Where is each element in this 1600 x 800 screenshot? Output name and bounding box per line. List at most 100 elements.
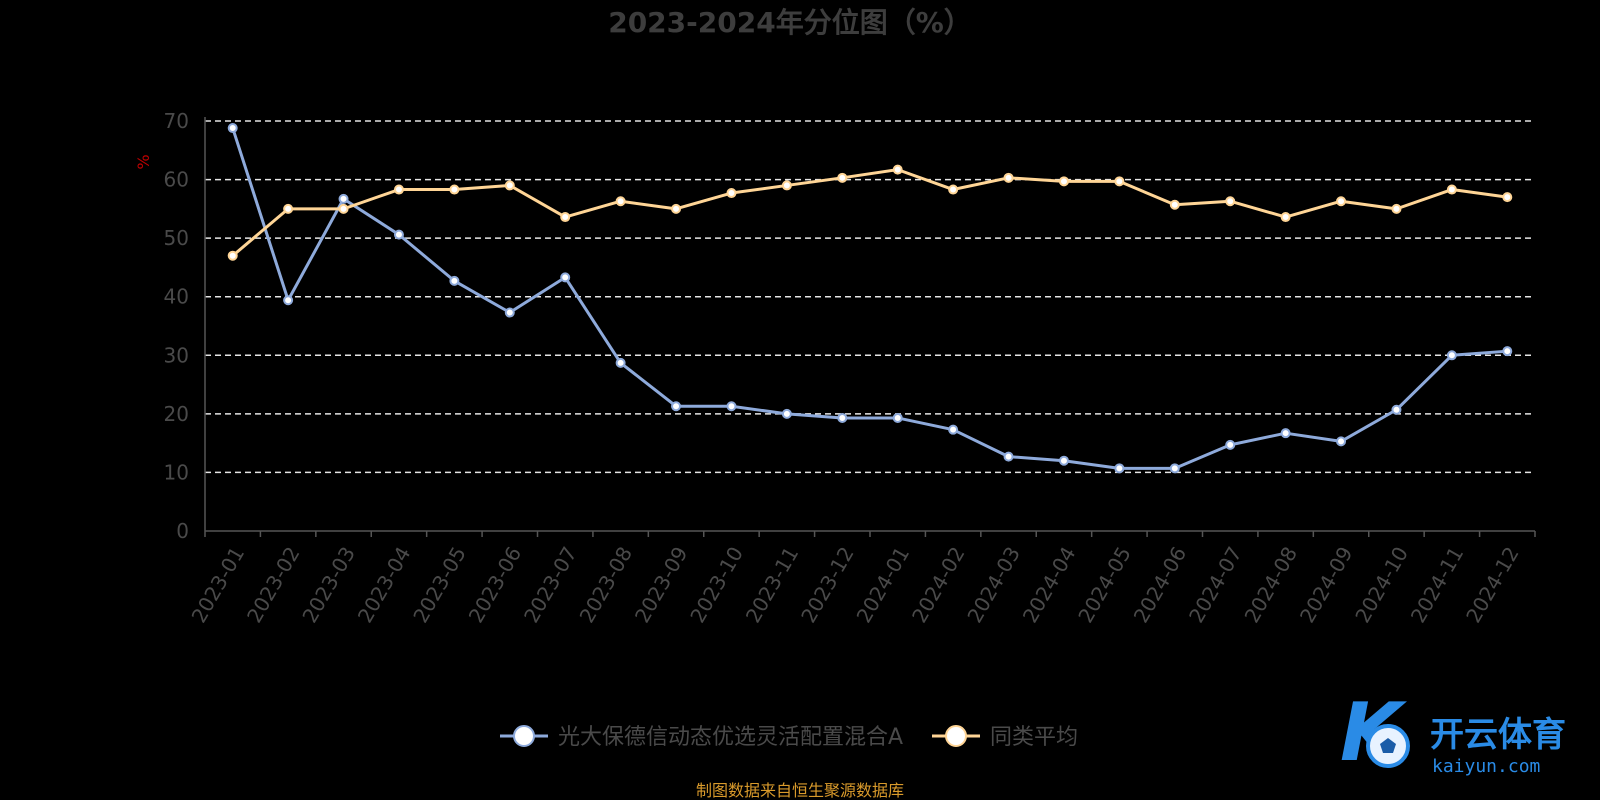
y-axis-label: % xyxy=(134,154,153,169)
x-tick-label: 2024-02 xyxy=(907,543,970,627)
y-tick-label: 70 xyxy=(164,109,189,133)
data-point-series-0[interactable] xyxy=(1114,463,1125,474)
y-tick-label: 50 xyxy=(164,226,189,250)
data-point-series-0[interactable] xyxy=(504,307,515,318)
x-tick-label: 2024-01 xyxy=(852,543,915,627)
data-point-series-0[interactable] xyxy=(1003,451,1014,462)
data-point-series-1[interactable] xyxy=(227,250,238,261)
x-tick-label: 2024-05 xyxy=(1073,543,1136,627)
x-tick-label: 2023-09 xyxy=(630,543,693,627)
data-point-series-0[interactable] xyxy=(560,272,571,283)
x-tick-label: 2024-04 xyxy=(1018,543,1081,627)
data-point-series-1[interactable] xyxy=(781,180,792,191)
data-point-series-1[interactable] xyxy=(1169,199,1180,210)
data-point-series-0[interactable] xyxy=(393,229,404,240)
y-tick-label: 40 xyxy=(164,285,189,309)
x-tick-label: 2023-08 xyxy=(575,543,638,627)
data-point-series-0[interactable] xyxy=(671,401,682,412)
data-point-series-1[interactable] xyxy=(1114,176,1125,187)
data-point-series-1[interactable] xyxy=(615,196,626,207)
x-tick-label: 2024-12 xyxy=(1461,543,1524,627)
data-point-series-1[interactable] xyxy=(1058,176,1069,187)
legend-marker xyxy=(945,725,967,747)
x-tick-label: 2024-11 xyxy=(1406,543,1469,627)
x-tick-label: 2023-10 xyxy=(685,543,748,627)
x-tick-label: 2024-09 xyxy=(1295,543,1358,627)
series-lines xyxy=(231,127,1508,470)
legend[interactable]: 光大保德信动态优选灵活配置混合A 同类平均 xyxy=(500,725,1078,750)
y-tick-label: 60 xyxy=(164,168,189,192)
data-point-series-0[interactable] xyxy=(227,123,238,134)
watermark-brand: 开云体育 xyxy=(1430,715,1566,755)
legend-label: 同类平均 xyxy=(990,725,1078,750)
data-point-series-0[interactable] xyxy=(781,408,792,419)
watermark-domain: kaiyun.com xyxy=(1432,756,1540,777)
data-point-series-0[interactable] xyxy=(1058,455,1069,466)
x-tick-label: 2023-12 xyxy=(796,543,859,627)
data-point-series-1[interactable] xyxy=(1446,184,1457,195)
x-tick-label: 2023-11 xyxy=(741,543,804,627)
data-point-series-1[interactable] xyxy=(1502,192,1513,203)
x-tick-label: 2024-10 xyxy=(1350,543,1413,627)
data-point-series-1[interactable] xyxy=(1280,212,1291,223)
x-tick-label: 2023-01 xyxy=(187,543,250,627)
legend-marker xyxy=(513,725,535,747)
data-point-series-1[interactable] xyxy=(837,172,848,183)
y-tick-label: 10 xyxy=(164,460,189,484)
legend-label: 光大保德信动态优选灵活配置混合A xyxy=(558,725,903,750)
data-point-series-1[interactable] xyxy=(283,203,294,214)
data-point-series-0[interactable] xyxy=(449,275,460,286)
data-point-series-0[interactable] xyxy=(948,424,959,435)
data-point-series-0[interactable] xyxy=(1225,439,1236,450)
soccer-ball-pattern xyxy=(1380,738,1396,753)
y-tick-label: 30 xyxy=(164,343,189,367)
data-point-series-1[interactable] xyxy=(1336,196,1347,207)
data-point-series-1[interactable] xyxy=(504,180,515,191)
legend-item-0[interactable]: 光大保德信动态优选灵活配置混合A xyxy=(500,725,903,750)
data-point-series-1[interactable] xyxy=(338,203,349,214)
data-point-series-1[interactable] xyxy=(560,212,571,223)
x-tick-label: 2023-03 xyxy=(297,543,360,627)
data-point-series-0[interactable] xyxy=(892,412,903,423)
x-tick-label: 2023-05 xyxy=(408,543,471,627)
data-point-series-0[interactable] xyxy=(338,193,349,204)
data-point-series-1[interactable] xyxy=(726,188,737,199)
legend-item-1[interactable]: 同类平均 xyxy=(932,725,1078,750)
chart-title: 2023-2024年分位图（%） xyxy=(608,6,972,39)
series-line-0 xyxy=(231,127,1508,470)
series-points xyxy=(227,123,1513,474)
x-tick-label: 2024-03 xyxy=(962,543,1025,627)
data-point-series-0[interactable] xyxy=(726,401,737,412)
series-line-1 xyxy=(231,168,1508,257)
data-point-series-1[interactable] xyxy=(892,164,903,175)
data-point-series-0[interactable] xyxy=(1169,463,1180,474)
data-point-series-1[interactable] xyxy=(948,184,959,195)
x-tick-label: 2023-07 xyxy=(519,543,582,627)
data-point-series-1[interactable] xyxy=(1003,172,1014,183)
data-point-series-0[interactable] xyxy=(615,357,626,368)
data-point-series-1[interactable] xyxy=(1225,196,1236,207)
data-point-series-1[interactable] xyxy=(1391,203,1402,214)
y-tick-label: 0 xyxy=(176,519,189,543)
watermark-logo: K 开云体育 kaiyun.com xyxy=(1340,686,1566,779)
data-point-series-0[interactable] xyxy=(1391,404,1402,415)
data-point-series-1[interactable] xyxy=(671,203,682,214)
data-point-series-1[interactable] xyxy=(449,184,460,195)
x-tick-label: 2024-06 xyxy=(1129,543,1192,627)
y-tick-label: 20 xyxy=(164,402,189,426)
data-point-series-0[interactable] xyxy=(1336,436,1347,447)
x-tick-label: 2023-06 xyxy=(464,543,527,627)
data-source-note: 制图数据来自恒生聚源数据库 xyxy=(696,781,904,800)
x-tick-label: 2024-07 xyxy=(1184,543,1247,627)
x-tick-label: 2023-04 xyxy=(353,543,416,627)
x-tick-label: 2023-02 xyxy=(242,543,305,627)
grid-lines xyxy=(205,120,1535,474)
data-point-series-0[interactable] xyxy=(1280,428,1291,439)
data-point-series-0[interactable] xyxy=(283,295,294,306)
x-tick-label: 2024-08 xyxy=(1240,543,1303,627)
data-point-series-1[interactable] xyxy=(393,184,404,195)
data-point-series-0[interactable] xyxy=(1502,346,1513,357)
data-point-series-0[interactable] xyxy=(1446,350,1457,361)
data-point-series-0[interactable] xyxy=(837,412,848,423)
